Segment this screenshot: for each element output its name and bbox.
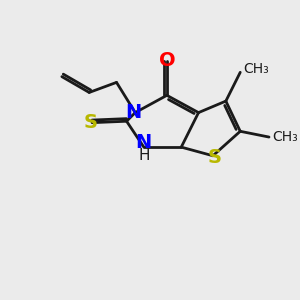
Text: O: O [159,51,175,70]
Text: S: S [207,148,221,167]
Text: CH₃: CH₃ [243,62,269,76]
Text: N: N [126,103,142,122]
Text: CH₃: CH₃ [272,130,298,144]
Text: S: S [84,113,98,132]
Text: H: H [138,148,150,163]
Text: N: N [136,133,152,152]
